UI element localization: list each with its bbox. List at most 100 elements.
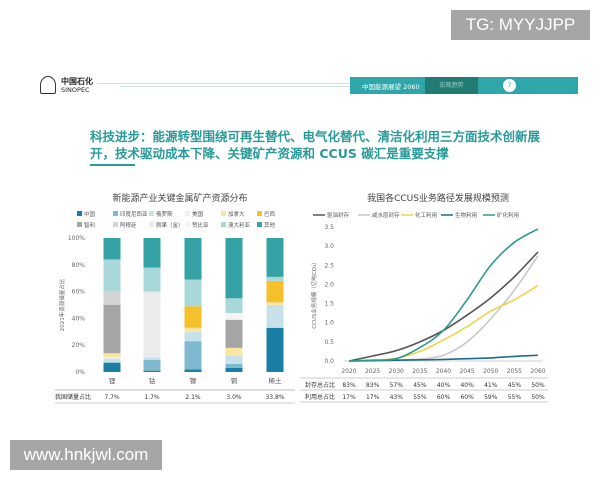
legend-label: 驱油封存 bbox=[327, 211, 350, 219]
legend-swatch bbox=[221, 211, 226, 216]
table-row-label: 利用总占比 bbox=[305, 393, 335, 401]
legend-swatch bbox=[257, 222, 262, 227]
legend-label: 阿根廷 bbox=[120, 221, 137, 229]
x-tick-label: 2045 bbox=[459, 368, 474, 375]
table-value: 55% bbox=[508, 394, 522, 401]
header-divider bbox=[120, 86, 350, 87]
bar-segment-铜 bbox=[225, 298, 243, 314]
bar-segment-铜 bbox=[225, 367, 243, 372]
table-value: 40% bbox=[437, 382, 451, 389]
table-value: 33.8% bbox=[265, 394, 284, 401]
bar-segment-钴 bbox=[143, 238, 161, 268]
y-tick-label: 20% bbox=[72, 342, 86, 349]
legend-swatch bbox=[113, 211, 118, 216]
legend-swatch bbox=[257, 211, 262, 216]
legend-label: 其他 bbox=[264, 221, 276, 229]
legend-label: 智利 bbox=[84, 221, 95, 229]
y-tick-label: 60% bbox=[72, 289, 86, 296]
series-line-咸水层封存 bbox=[348, 255, 539, 362]
bar-segment-锂 bbox=[103, 238, 121, 260]
legend-label: 俄罗斯 bbox=[156, 210, 173, 218]
bar-segment-铜 bbox=[225, 363, 243, 368]
bar-segment-钴 bbox=[143, 357, 161, 360]
y-tick-label: 0.0 bbox=[324, 358, 334, 365]
bar-segment-稀土 bbox=[266, 280, 284, 303]
y-axis-label: CCUS业务规模（亿吨CO₂） bbox=[310, 259, 318, 329]
table-value: 60% bbox=[437, 394, 451, 401]
bar-segment-钴 bbox=[143, 267, 161, 292]
bar-segment-锂 bbox=[103, 362, 121, 372]
x-tick-label: 锂 bbox=[109, 376, 116, 385]
legend-label: 巴西 bbox=[264, 211, 276, 218]
page-number: 7 bbox=[503, 79, 516, 92]
x-tick-label: 钴 bbox=[149, 376, 156, 385]
bar-segment-钴 bbox=[143, 359, 161, 371]
table-value: 45% bbox=[508, 382, 522, 389]
bar-segment-钴 bbox=[143, 291, 161, 358]
x-tick-label: 2050 bbox=[483, 368, 498, 375]
legend-swatch bbox=[113, 222, 118, 227]
legend-label: 生物利用 bbox=[455, 211, 477, 219]
x-tick-label: 镍 bbox=[190, 376, 197, 385]
bar-segment-铜 bbox=[225, 347, 243, 356]
table-value: 57% bbox=[390, 382, 404, 389]
legend-swatch bbox=[185, 211, 190, 216]
legend-label: 中国 bbox=[84, 210, 96, 218]
y-tick-label: 0.5 bbox=[324, 339, 334, 346]
legend-label: 加拿大 bbox=[228, 210, 245, 218]
bar-segment-镍 bbox=[184, 279, 202, 307]
legend-label: 美国 bbox=[192, 210, 204, 218]
table-row-label: 封存总占比 bbox=[305, 381, 335, 389]
header-bar: 中国能源展望 2060 宏观趋势 7 bbox=[350, 77, 578, 94]
bar-segment-铜 bbox=[225, 313, 243, 320]
header-divider bbox=[97, 83, 350, 84]
bar-segment-锂 bbox=[103, 357, 121, 359]
table-value: 59% bbox=[484, 394, 498, 401]
y-tick-label: 100% bbox=[68, 235, 85, 242]
table-value: 1.7% bbox=[144, 394, 160, 401]
x-tick-label: 2055 bbox=[507, 368, 522, 375]
report-title: 中国能源展望 2060 bbox=[362, 83, 420, 91]
series-line-矿化利用 bbox=[348, 228, 539, 362]
y-tick-label: 80% bbox=[72, 262, 86, 269]
table-value: 40% bbox=[460, 382, 474, 389]
legend-swatch bbox=[185, 222, 190, 227]
y-tick-label: 3.0 bbox=[324, 243, 334, 250]
x-tick-label: 2020 bbox=[341, 368, 356, 375]
table-value: 83% bbox=[342, 382, 356, 389]
sinopec-logo: 中国石化 SINOPEC bbox=[40, 74, 120, 98]
legend-label: 印度尼西亚 bbox=[120, 210, 148, 218]
legend-swatch bbox=[149, 222, 154, 227]
legend-label: 矿化利用 bbox=[497, 211, 519, 219]
table-value: 43% bbox=[390, 394, 404, 401]
y-tick-label: 2.0 bbox=[324, 281, 334, 288]
table-value: 45% bbox=[413, 382, 427, 389]
legend-label: 化工利用 bbox=[415, 211, 437, 219]
bar-segment-稀土 bbox=[266, 276, 284, 281]
x-tick-label: 2025 bbox=[365, 368, 380, 375]
bar-segment-稀土 bbox=[266, 238, 284, 277]
legend-swatch bbox=[149, 211, 154, 216]
page-headline: 科技进步：能源转型围绕可再生替代、电气化替代、清洁化利用三方面技术创新展开，技术… bbox=[90, 129, 541, 161]
x-tick-label: 铜 bbox=[231, 376, 238, 385]
legend-label: 澳大利亚 bbox=[228, 221, 251, 229]
table-value: 3.0% bbox=[226, 394, 242, 401]
table-value: 17% bbox=[342, 394, 356, 401]
y-tick-label: 3.5 bbox=[324, 224, 334, 231]
y-tick-label: 1.5 bbox=[324, 301, 334, 308]
bar-segment-镍 bbox=[184, 306, 202, 328]
table-value: 50% bbox=[531, 382, 545, 389]
series-line-驱油封存 bbox=[348, 251, 539, 362]
table-value: 50% bbox=[531, 394, 545, 401]
bar-segment-镍 bbox=[184, 331, 202, 342]
legend-swatch bbox=[77, 222, 82, 227]
y-tick-label: 2.5 bbox=[324, 262, 334, 269]
legend-swatch bbox=[77, 211, 82, 216]
bar-segment-铜 bbox=[225, 355, 243, 364]
x-tick-label: 2060 bbox=[530, 368, 545, 375]
bar-segment-镍 bbox=[184, 369, 202, 372]
bar-segment-锂 bbox=[103, 353, 121, 358]
bar-segment-铜 bbox=[225, 238, 243, 299]
